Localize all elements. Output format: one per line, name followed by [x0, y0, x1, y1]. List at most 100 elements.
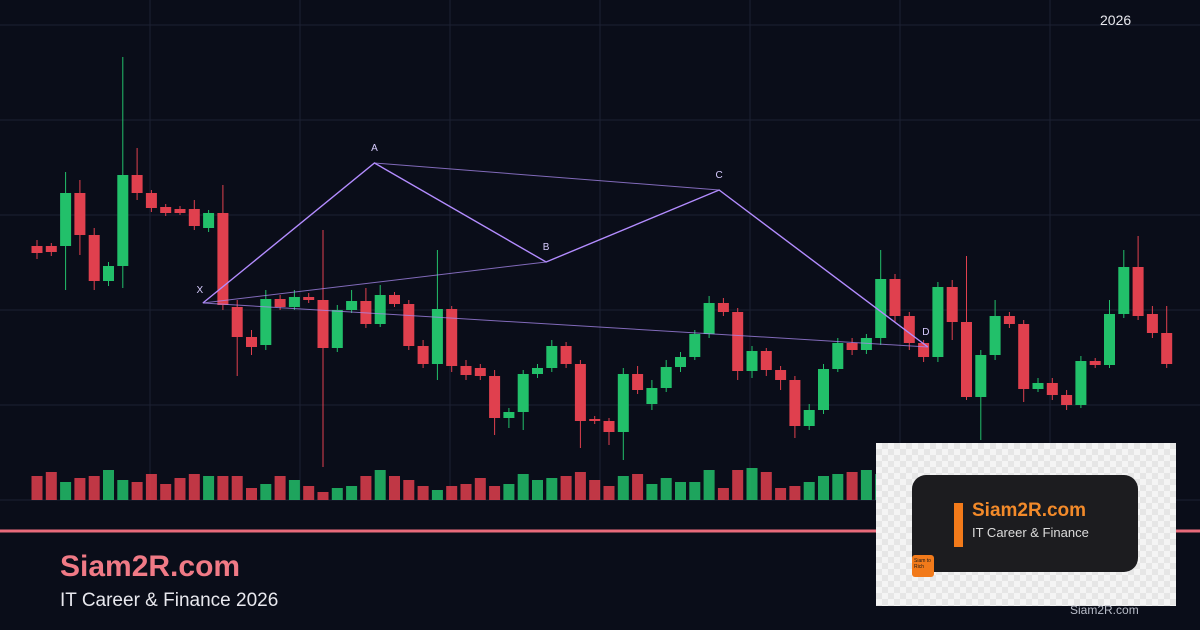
- pattern-leg: [202, 261, 547, 304]
- volume-bar: [246, 488, 257, 500]
- candle-body: [274, 299, 286, 307]
- volume-bar: [274, 476, 286, 500]
- volume-bar: [689, 482, 701, 500]
- candle-body: [489, 376, 501, 418]
- volume-bar: [45, 472, 57, 500]
- candle-body: [732, 312, 744, 371]
- volume-bar: [74, 478, 86, 500]
- candle-body: [131, 175, 143, 193]
- volume-bar: [117, 480, 129, 500]
- tagline: IT Career & Finance 2026: [60, 590, 279, 611]
- candle-body: [460, 366, 472, 375]
- volume-bar: [346, 486, 358, 500]
- candle-body: [389, 295, 400, 304]
- volume-bar: [717, 488, 729, 500]
- candle-body: [103, 266, 114, 281]
- volume-bar: [160, 484, 172, 500]
- volume-bar: [260, 484, 272, 500]
- candle-body: [589, 419, 601, 421]
- volume-bar: [803, 482, 815, 500]
- volume-bar: [88, 476, 100, 500]
- candle-body: [303, 297, 315, 300]
- volume-bar: [31, 476, 43, 500]
- volume-bar: [231, 476, 243, 500]
- candle-body: [374, 295, 386, 324]
- candle-body: [1089, 361, 1101, 365]
- pattern-leg: [202, 302, 928, 348]
- volume-bar: [103, 470, 114, 500]
- candle-body: [188, 209, 200, 226]
- candle-body: [660, 367, 672, 388]
- candle-body: [789, 380, 801, 426]
- pattern-label: A: [371, 143, 378, 154]
- candle-body: [160, 207, 172, 213]
- candle-body: [703, 303, 715, 334]
- candle-body: [431, 309, 443, 364]
- volume-bar: [460, 484, 472, 500]
- volume-bar: [217, 476, 229, 500]
- volume-bar: [288, 480, 300, 500]
- candle-body: [260, 299, 272, 345]
- volume-bar: [832, 474, 844, 500]
- volume-bar: [589, 480, 601, 500]
- candle-body: [1075, 361, 1087, 405]
- candle-body: [818, 369, 829, 410]
- volume-bar: [174, 478, 186, 500]
- candle-body: [317, 300, 329, 348]
- candle-body: [846, 343, 858, 350]
- candle-body: [646, 388, 658, 404]
- candle-body: [1104, 314, 1115, 365]
- candle-body: [903, 316, 915, 343]
- pattern-label: D: [922, 327, 929, 338]
- candle-body: [717, 303, 729, 312]
- candle-body: [603, 421, 615, 432]
- volume-bar: [660, 478, 672, 500]
- candle-body: [532, 368, 543, 374]
- candle-body: [746, 351, 758, 371]
- candle-body: [932, 287, 944, 357]
- volume-bar: [389, 476, 400, 500]
- candles: [31, 57, 1173, 500]
- pattern-label: B: [543, 242, 550, 253]
- candle-body: [617, 374, 629, 432]
- logo-overlay: Siam2R.com IT Career & Finance Siam to R…: [876, 443, 1176, 606]
- brand: Siam2R.com: [60, 550, 241, 583]
- candle-body: [1018, 324, 1030, 389]
- candle-body: [288, 297, 300, 307]
- candle-body: [975, 355, 987, 397]
- candle-body: [517, 374, 529, 412]
- candle-body: [560, 346, 572, 364]
- candle-body: [675, 357, 686, 367]
- pattern-label: C: [715, 170, 722, 181]
- candle-body: [760, 351, 772, 370]
- candle-body: [145, 193, 157, 208]
- candle-body: [574, 364, 586, 421]
- volume-bar: [574, 472, 586, 500]
- volume-bar: [517, 474, 529, 500]
- candle-body: [45, 246, 57, 252]
- vertical-grid: [149, 0, 1051, 500]
- candle-body: [331, 310, 343, 348]
- volume-bar: [675, 482, 686, 500]
- candle-body: [989, 316, 1001, 355]
- logo-subtitle: IT Career & Finance: [972, 525, 1089, 540]
- candle-body: [1046, 383, 1058, 395]
- volume-bar: [145, 474, 157, 500]
- volume-bar: [446, 486, 458, 500]
- volume-bar: [403, 480, 415, 500]
- volume-bar: [760, 472, 772, 500]
- volume-bar: [646, 484, 658, 500]
- volume-bar: [546, 478, 558, 500]
- volume-bar: [203, 476, 215, 500]
- candle-body: [632, 374, 644, 390]
- year-label: 2026: [1100, 12, 1132, 28]
- candle-body: [775, 370, 787, 380]
- candle-body: [217, 213, 229, 305]
- volume-bar: [846, 472, 858, 500]
- volume-bar: [632, 474, 644, 500]
- candle-body: [203, 213, 215, 228]
- logo-badge: Siam to Rich: [912, 555, 934, 577]
- volume-bar: [360, 476, 372, 500]
- volume-bar: [746, 468, 758, 500]
